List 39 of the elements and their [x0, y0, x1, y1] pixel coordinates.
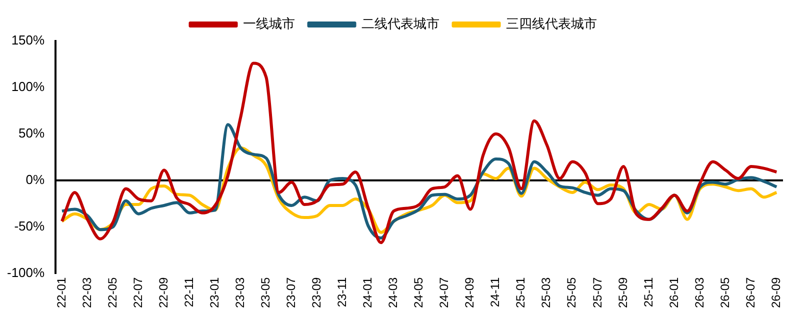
- x-tick-label: 24-07: [437, 276, 452, 308]
- x-tick-label: 23-05: [258, 276, 272, 308]
- x-tick-label: 23-11: [335, 276, 350, 308]
- y-tick-label: 100%: [11, 79, 46, 94]
- x-tick-label: 23-03: [232, 276, 247, 308]
- x-tick-label: 26-07: [743, 276, 758, 308]
- x-tick-label: 26-01: [666, 276, 681, 308]
- x-tick-label: 22-09: [156, 276, 170, 308]
- x-tick-label: 25-11: [641, 276, 656, 308]
- x-tick-label: 26-03: [692, 276, 706, 308]
- x-tick-label: 25-01: [514, 276, 528, 308]
- y-tick-label: 150%: [11, 32, 46, 48]
- y-tick-label: -100%: [7, 264, 46, 280]
- x-tick-label: 25-07: [590, 276, 604, 308]
- x-tick-label: 22-05: [105, 276, 120, 308]
- x-tick-label: 24-01: [360, 276, 375, 308]
- y-tick-label: 0%: [26, 172, 46, 187]
- x-tick-label: 25-03: [539, 276, 554, 308]
- x-tick-label: 23-01: [207, 276, 222, 308]
- x-tick-label: 22-07: [130, 276, 145, 308]
- y-tick-label: -50%: [14, 218, 46, 234]
- x-tick-label: 26-05: [718, 276, 732, 308]
- legend-label: 一线城市: [242, 16, 295, 32]
- x-tick-label: 24-05: [412, 276, 426, 308]
- legend-label: 二线代表城市: [361, 16, 440, 32]
- x-tick-label: 25-09: [616, 276, 630, 308]
- x-tick-label: 26-09: [768, 276, 783, 308]
- x-tick-label: 22-11: [182, 276, 196, 308]
- x-tick-label: 22-03: [80, 276, 94, 308]
- x-tick-label: 23-07: [284, 276, 298, 308]
- legend-label: 三四线代表城市: [506, 16, 597, 32]
- x-tick-label: 24-09: [462, 276, 477, 308]
- x-tick-label: 24-03: [386, 276, 400, 308]
- x-tick-label: 24-11: [488, 276, 502, 308]
- x-tick-label: 25-05: [564, 276, 579, 308]
- y-tick-label: 50%: [18, 126, 46, 140]
- line-series: [60, 62, 778, 244]
- x-tick-label: 23-09: [310, 276, 324, 308]
- x-tick-label: 22-01: [54, 276, 68, 308]
